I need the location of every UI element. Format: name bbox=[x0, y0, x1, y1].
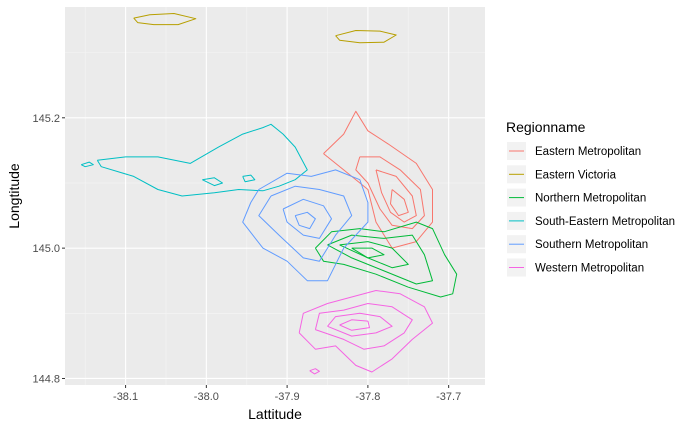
contour-eastern-metropolitan bbox=[323, 110, 433, 249]
x-tick-label: -38.0 bbox=[194, 391, 219, 403]
legend-label-western-metropolitan: Western Metropolitan bbox=[535, 263, 644, 275]
contour-northern-metropolitan bbox=[327, 234, 433, 285]
legend-label-southern-metropolitan: Southern Metropolitan bbox=[535, 239, 648, 251]
grid-layer bbox=[65, 7, 485, 385]
contour-eastern-victoria bbox=[133, 13, 197, 26]
contour-eastern-metropolitan bbox=[355, 156, 425, 230]
contour-layer bbox=[80, 13, 458, 375]
contour-south-eastern-metropolitan bbox=[80, 161, 94, 168]
contour-eastern-metropolitan bbox=[390, 189, 409, 217]
legend: Regionname Eastern Metropolitan Eastern V… bbox=[506, 119, 675, 277]
panel-background bbox=[65, 7, 485, 385]
legend-title: Regionname bbox=[506, 119, 586, 135]
contour-western-metropolitan bbox=[339, 319, 370, 331]
contour-eastern-victoria bbox=[335, 30, 397, 44]
contour-southern-metropolitan bbox=[242, 169, 369, 282]
contour-northern-metropolitan bbox=[314, 221, 458, 298]
contour-eastern-metropolitan bbox=[375, 169, 417, 223]
x-tick-label: -37.7 bbox=[436, 391, 461, 403]
contour-south-eastern-metropolitan bbox=[202, 177, 223, 187]
contour-northern-metropolitan bbox=[351, 247, 385, 259]
contour-western-metropolitan bbox=[309, 368, 320, 375]
y-tick-label: 145.2 bbox=[32, 113, 60, 125]
y-tick-label: 145.0 bbox=[32, 243, 60, 255]
x-tick-label: -38.1 bbox=[113, 391, 138, 403]
contour-western-metropolitan bbox=[327, 312, 393, 337]
x-tick-label: -37.8 bbox=[355, 391, 380, 403]
legend-label-eastern-metropolitan: Eastern Metropolitan bbox=[535, 146, 641, 158]
legend-label-northern-metropolitan: Northern Metropolitan bbox=[535, 193, 646, 205]
contour-western-metropolitan bbox=[298, 290, 433, 373]
x-axis-title: Lattitude bbox=[248, 406, 302, 422]
contour-southern-metropolitan bbox=[258, 185, 353, 262]
y-axis-title: Longtitude bbox=[6, 163, 22, 229]
x-tick-label: -37.9 bbox=[275, 391, 300, 403]
y-tick-label: 144.8 bbox=[32, 373, 60, 385]
contour-southern-metropolitan bbox=[294, 211, 316, 230]
legend-label-south-eastern-metropolitan: South-Eastern Metropolitan bbox=[535, 216, 675, 228]
contour-western-metropolitan bbox=[314, 303, 413, 350]
axis-layer: -38.1 -38.0 -37.9 -37.8 -37.7 144.8 145.0 145.2 bbox=[32, 113, 461, 403]
contour-southern-metropolitan bbox=[282, 198, 332, 239]
legend-label-eastern-victoria: Eastern Victoria bbox=[535, 169, 617, 181]
contour-south-eastern-metropolitan bbox=[96, 123, 308, 197]
contour-south-eastern-metropolitan bbox=[242, 174, 256, 183]
